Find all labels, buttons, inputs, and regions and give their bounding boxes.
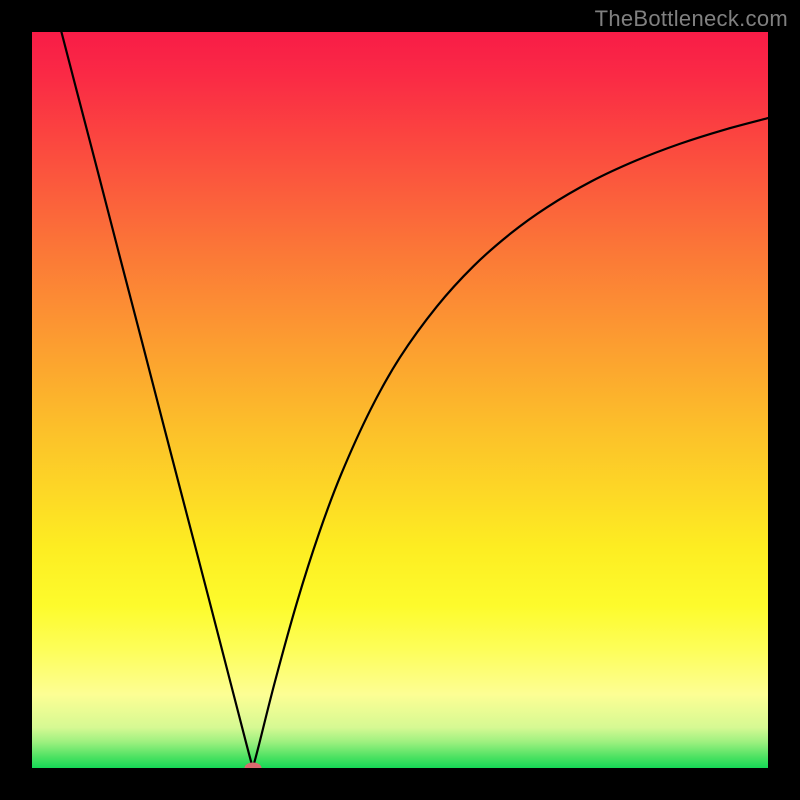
bottleneck-curve — [32, 32, 768, 768]
watermark-text: TheBottleneck.com — [595, 6, 788, 32]
plot-area — [32, 32, 768, 768]
optimum-marker — [244, 763, 261, 769]
chart-frame: TheBottleneck.com — [0, 0, 800, 800]
